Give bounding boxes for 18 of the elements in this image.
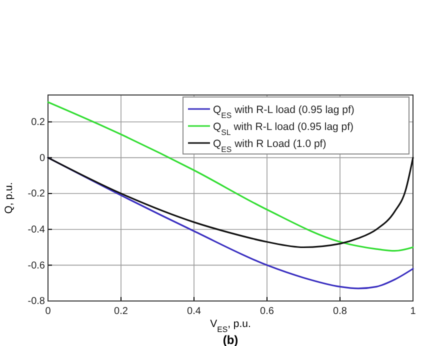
x-tick-label: 0.2 — [114, 306, 128, 317]
y-tick-label: -0.2 — [28, 188, 46, 200]
line-series — [47, 156, 414, 248]
y-tick-label: 0.2 — [31, 117, 46, 128]
legend-label: Q$_{SL}$ with R-L load (0.95 lag pf) — [213, 121, 354, 136]
legend-label: Q$_{ES}$ with R Load (1.0 pf) — [213, 138, 326, 154]
x-tick-label: 0.8 — [333, 306, 348, 317]
y-tick-label: 0 — [39, 152, 46, 164]
x-tick-label: 0.4 — [187, 306, 202, 317]
x-axis-title: V$_{ES}$, p.u. — [210, 318, 251, 334]
y-tick-label: -0.8 — [28, 296, 46, 308]
line-series — [47, 101, 414, 252]
x-tick-label: 0.6 — [260, 306, 274, 317]
legend-label: Q$_{ES}$ with R-L load (0.95 lag pf) — [213, 104, 354, 120]
y-axis-title: Q, p.u. — [3, 182, 15, 214]
y-tick-label: -0.6 — [28, 260, 46, 272]
y-tick-label: -0.4 — [28, 224, 46, 236]
x-tick-label: 1 — [410, 306, 416, 317]
